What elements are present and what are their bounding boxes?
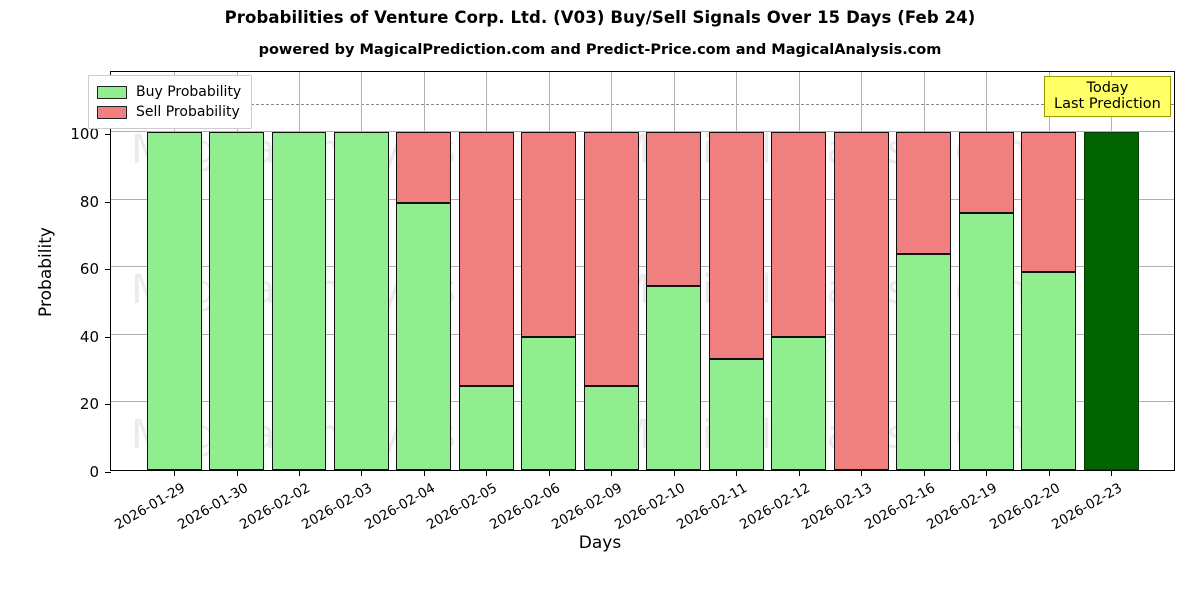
x-axis-tick-mark bbox=[798, 470, 800, 476]
y-axis-tick-label: 100 bbox=[70, 125, 99, 144]
bar-2026-02-04[interactable] bbox=[396, 70, 452, 470]
bar-segment-today bbox=[1083, 132, 1139, 470]
y-axis-tick-label: 20 bbox=[79, 395, 99, 414]
y-axis-tick-mark bbox=[105, 134, 111, 136]
bar-2026-02-16[interactable] bbox=[896, 70, 952, 470]
bar-segment-buy bbox=[896, 254, 952, 470]
bar-2026-02-19[interactable] bbox=[958, 70, 1014, 470]
bar-segment-buy bbox=[708, 359, 764, 470]
x-axis-tick-mark bbox=[361, 470, 363, 476]
x-axis-tick-mark bbox=[923, 470, 925, 476]
bar-2026-01-30[interactable] bbox=[209, 70, 265, 470]
bar-segment-sell bbox=[833, 132, 889, 470]
bar-segment-sell bbox=[396, 132, 452, 204]
bar-segment-buy bbox=[583, 385, 639, 470]
bar-segment-buy bbox=[521, 336, 577, 470]
legend-label-buy: Buy Probability bbox=[136, 84, 242, 100]
gridline-horizontal bbox=[111, 333, 1174, 335]
gridline-horizontal bbox=[111, 401, 1174, 403]
y-axis-tick-label: 40 bbox=[79, 327, 99, 346]
gridlines bbox=[111, 72, 1174, 470]
plot-area: MagicalAnalysis.com MagicalAnalysis.com Ma… bbox=[36, 70, 1175, 533]
x-axis-tick-mark bbox=[611, 470, 613, 476]
chart-subtitle: powered by MagicalPrediction.com and Pre… bbox=[258, 42, 942, 58]
x-axis-label: Days bbox=[578, 533, 622, 553]
x-axis-tick-mark bbox=[486, 470, 488, 476]
x-axis-tick-mark bbox=[299, 470, 300, 476]
bar-2026-02-06[interactable] bbox=[521, 70, 577, 470]
y-axis-tick-mark bbox=[105, 404, 111, 406]
x-axis-tick-mark bbox=[423, 470, 425, 476]
x-axis-tick-mark bbox=[174, 470, 176, 476]
legend-swatch-buy bbox=[97, 85, 127, 99]
bar-segment-sell bbox=[771, 132, 827, 337]
x-axis-tick-mark bbox=[736, 470, 738, 476]
chart-title: Probabilities of Venture Corp. Ltd. (V03… bbox=[224, 8, 976, 27]
today-annotation-line1: Today bbox=[1086, 80, 1129, 96]
y-axis-tick-mark bbox=[105, 336, 111, 338]
bar-segment-buy bbox=[1021, 272, 1077, 470]
bar-segment-sell bbox=[708, 132, 764, 360]
x-axis-tick-mark bbox=[548, 470, 550, 476]
bar-segment-sell bbox=[646, 132, 702, 286]
x-axis-tick-mark bbox=[1048, 470, 1050, 476]
bar-2026-02-23[interactable] bbox=[1083, 70, 1139, 470]
bar-2026-02-10[interactable] bbox=[646, 70, 702, 470]
y-axis-tick-label: 60 bbox=[79, 260, 99, 279]
bar-segment-buy bbox=[646, 285, 702, 470]
gridline-horizontal bbox=[111, 266, 1174, 268]
bar-segment-buy bbox=[271, 132, 327, 470]
bar-2026-02-11[interactable] bbox=[708, 70, 764, 470]
x-axis-tick-mark bbox=[673, 470, 675, 476]
x-axis-tick-mark bbox=[1111, 470, 1113, 476]
bar-segment-buy bbox=[396, 203, 452, 470]
x-axis-tick-mark bbox=[236, 470, 238, 476]
bar-segment-buy bbox=[146, 132, 202, 470]
legend-item-buy: Buy Probability bbox=[97, 82, 241, 102]
bar-2026-02-12[interactable] bbox=[771, 70, 827, 470]
bar-segment-sell bbox=[896, 132, 952, 255]
bar-2026-01-29[interactable] bbox=[146, 70, 202, 470]
today-annotation: Today Last Prediction bbox=[1044, 76, 1171, 118]
y-axis-tick-label: 80 bbox=[79, 192, 99, 211]
bar-segment-buy bbox=[771, 336, 827, 470]
bar-2026-02-05[interactable] bbox=[458, 70, 514, 470]
today-annotation-line2: Last Prediction bbox=[1054, 96, 1161, 113]
y-axis-tick-label: 0 bbox=[89, 463, 99, 481]
bar-segment-sell bbox=[458, 132, 514, 386]
bar-2026-02-09[interactable] bbox=[583, 70, 639, 470]
gridline-horizontal bbox=[111, 198, 1174, 200]
bar-segment-sell bbox=[521, 132, 577, 337]
bar-segment-sell bbox=[958, 132, 1014, 214]
bar-segment-buy bbox=[458, 385, 514, 470]
y-axis-tick-mark bbox=[105, 472, 111, 473]
x-axis-tick-mark bbox=[986, 470, 988, 476]
bar-segment-buy bbox=[333, 132, 389, 470]
y-axis-tick-mark bbox=[105, 201, 111, 203]
bar-segment-buy bbox=[209, 132, 265, 470]
chart-legend: Buy Probability Sell Probability bbox=[88, 75, 253, 129]
bar-2026-02-20[interactable] bbox=[1021, 70, 1077, 470]
legend-item-sell: Sell Probability bbox=[97, 102, 241, 122]
reference-dashed-line bbox=[111, 104, 1174, 106]
y-axis-tick-mark bbox=[105, 269, 111, 271]
bar-2026-02-03[interactable] bbox=[333, 70, 389, 470]
legend-label-sell: Sell Probability bbox=[136, 104, 240, 120]
bar-segment-sell bbox=[583, 132, 639, 386]
legend-swatch-sell bbox=[97, 105, 127, 119]
gridline-horizontal bbox=[111, 131, 1174, 133]
bar-2026-02-02[interactable] bbox=[271, 70, 327, 470]
x-axis-tick-mark bbox=[861, 470, 863, 476]
bar-segment-sell bbox=[1021, 132, 1077, 273]
bar-segment-buy bbox=[958, 213, 1014, 470]
bar-2026-02-13[interactable] bbox=[833, 70, 889, 470]
